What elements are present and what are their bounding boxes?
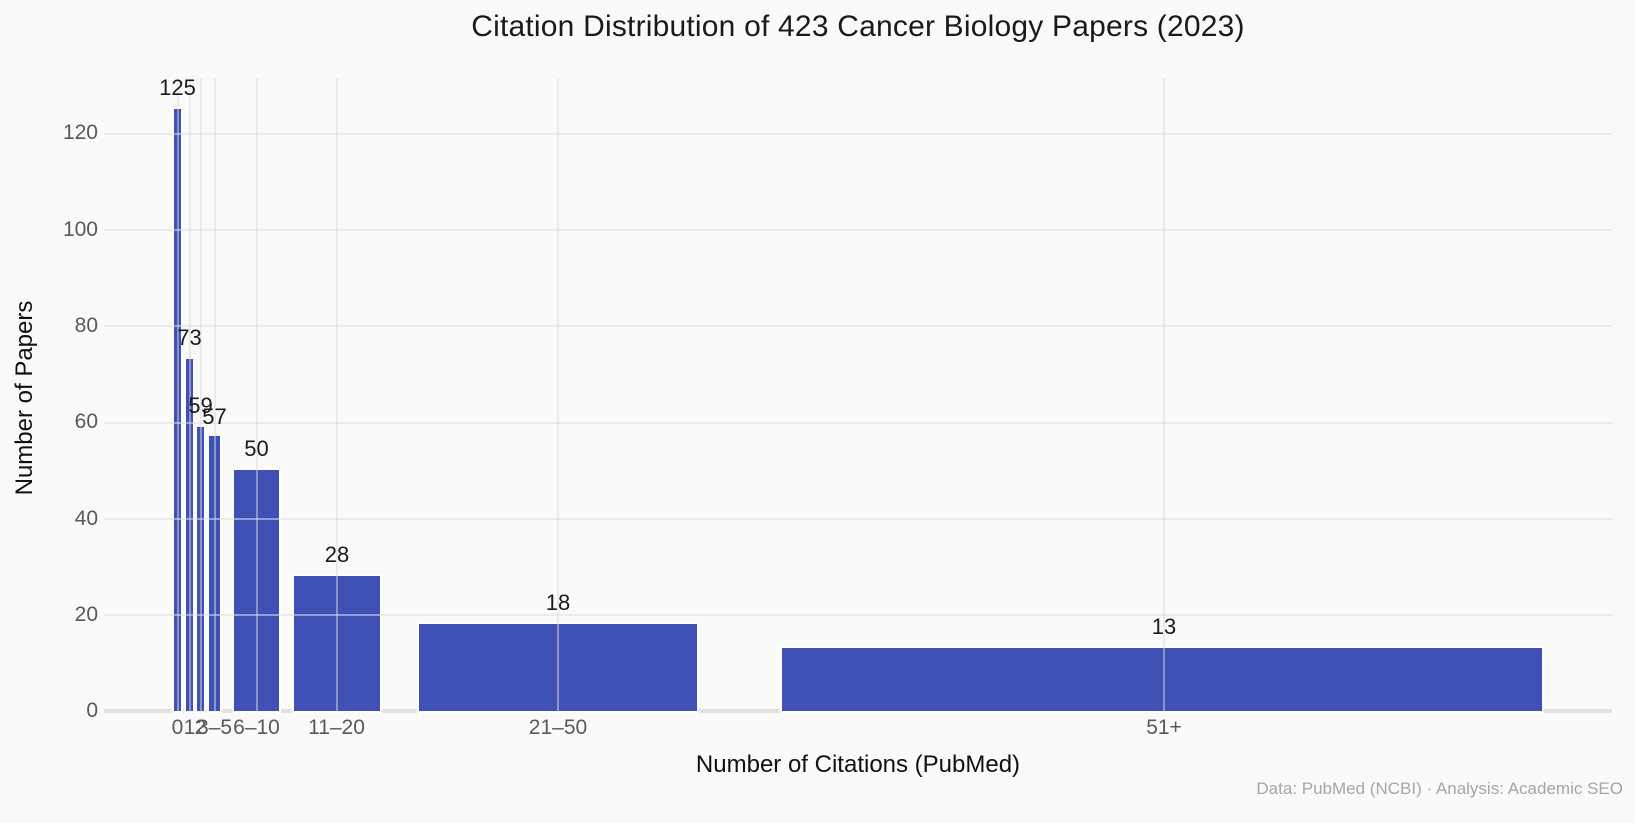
gridline-y-60 — [104, 422, 1612, 424]
bar-11-20-citations — [294, 576, 380, 711]
y-tick-20: 20 — [74, 603, 98, 626]
bar-21-50-citations — [419, 624, 697, 711]
data-source-note: Data: PubMed (NCBI) · Analysis: Academic… — [1256, 779, 1623, 798]
gridline-y-120 — [104, 133, 1612, 135]
gridline-y-80 — [104, 325, 1612, 327]
value-label-6-10: 50 — [244, 436, 269, 461]
x-tick-6-10: 6–10 — [233, 716, 280, 739]
plot-area: 125 73 59 57 50 28 18 13 — [104, 75, 1612, 713]
gridline-y-100 — [104, 229, 1612, 231]
y-tick-60: 60 — [74, 410, 98, 433]
value-label-21-50: 18 — [545, 590, 571, 615]
x-axis-title: Number of Citations (PubMed) — [695, 751, 1021, 778]
y-axis-title: Number of Papers — [11, 300, 38, 496]
value-label-51plus: 13 — [1151, 614, 1177, 639]
bar-6-10-citations — [234, 470, 279, 711]
chart-title: Citation Distribution of 423 Cancer Biol… — [471, 10, 1245, 43]
x-tick-21-50: 21–50 — [528, 716, 588, 739]
x-tick-1: 1 — [183, 716, 196, 739]
gridline-x-21-50 — [557, 78, 559, 711]
value-label-3-5: 57 — [202, 404, 227, 429]
value-label-0: 125 — [159, 75, 196, 100]
y-tick-0: 0 — [86, 699, 98, 722]
x-tick-0: 0 — [171, 716, 184, 739]
x-tick-2: 2 — [194, 716, 207, 739]
x-tick-3-5: 3–5 — [196, 716, 233, 739]
y-tick-100: 100 — [62, 218, 98, 241]
value-label-11-20: 28 — [324, 542, 350, 567]
y-tick-80: 80 — [74, 314, 98, 337]
y-tick-40: 40 — [74, 507, 98, 530]
gridline-y-40 — [104, 518, 1612, 520]
x-tick-51plus: 51+ — [1146, 716, 1182, 739]
x-axis-line — [104, 709, 1612, 713]
bar-3-5-citations — [209, 436, 220, 711]
y-tick-120: 120 — [62, 121, 98, 144]
bar-51plus-citations — [782, 648, 1542, 711]
x-tick-11-20: 11–20 — [308, 716, 365, 739]
value-label-1: 73 — [177, 325, 202, 350]
bar-2-citations — [197, 427, 204, 711]
